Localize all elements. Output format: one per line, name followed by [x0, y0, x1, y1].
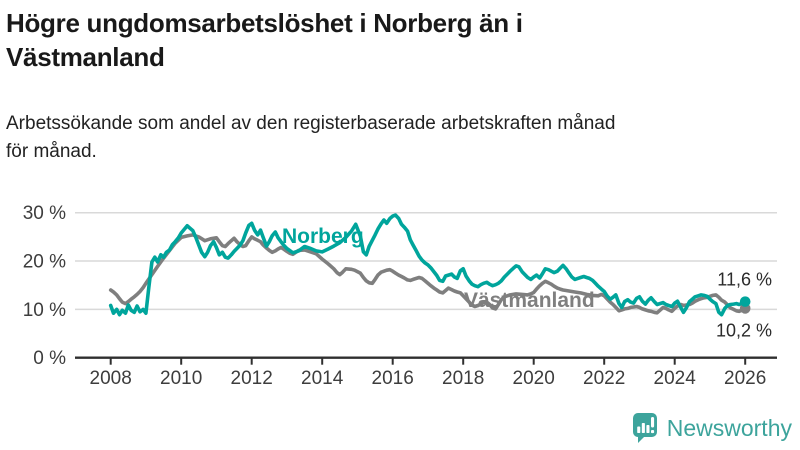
brand-name: Newsworthy	[666, 414, 792, 441]
chart-subtitle-line2: för månad.	[6, 141, 97, 162]
series-label-västmanland: Västmanland	[464, 289, 595, 312]
page-title-line1: Högre ungdomsarbetslöshet i Norberg än i	[6, 8, 523, 38]
series-line-norberg	[108, 213, 748, 317]
bar-chart-speech-bubble-icon	[632, 413, 657, 443]
series-end-dot-norberg	[739, 296, 751, 307]
x-axis-tick-label: 2010	[160, 368, 202, 389]
x-axis-tick-label: 2018	[442, 368, 484, 389]
y-axis-tick-label: 0 %	[33, 348, 66, 369]
x-axis-tick-label: 2008	[90, 368, 132, 389]
x-axis-tick-label: 2024	[654, 368, 697, 389]
chart-subtitle-line1: Arbetssökande som andel av den registerb…	[6, 113, 616, 134]
y-axis-tick-label: 10 %	[23, 300, 66, 321]
x-axis-tick-label: 2020	[513, 368, 555, 389]
x-axis-tick-label: 2014	[301, 368, 344, 389]
end-value-label-norberg: 11,6 %	[717, 270, 772, 290]
series-line-västmanland	[108, 233, 748, 315]
y-axis-tick-label: 30 %	[23, 203, 66, 224]
x-axis-tick-label: 2012	[231, 368, 273, 389]
page-title-line2: Västmanland	[6, 42, 165, 72]
x-axis-tick-label: 2016	[372, 368, 414, 389]
page-title: Högre ungdomsarbetslöshet i Norberg än i…	[6, 6, 776, 74]
newsworthy-logo: Newsworthy	[632, 412, 792, 444]
end-value-label-västmanland: 10,2 %	[716, 320, 772, 340]
x-axis-tick-label: 2022	[583, 368, 625, 389]
chart-subtitle: Arbetssökande som andel av den registerb…	[6, 110, 786, 166]
series-label-norberg: Norberg	[282, 225, 364, 248]
x-axis-tick-label: 2026	[724, 368, 766, 389]
y-axis-tick-label: 20 %	[23, 252, 66, 273]
